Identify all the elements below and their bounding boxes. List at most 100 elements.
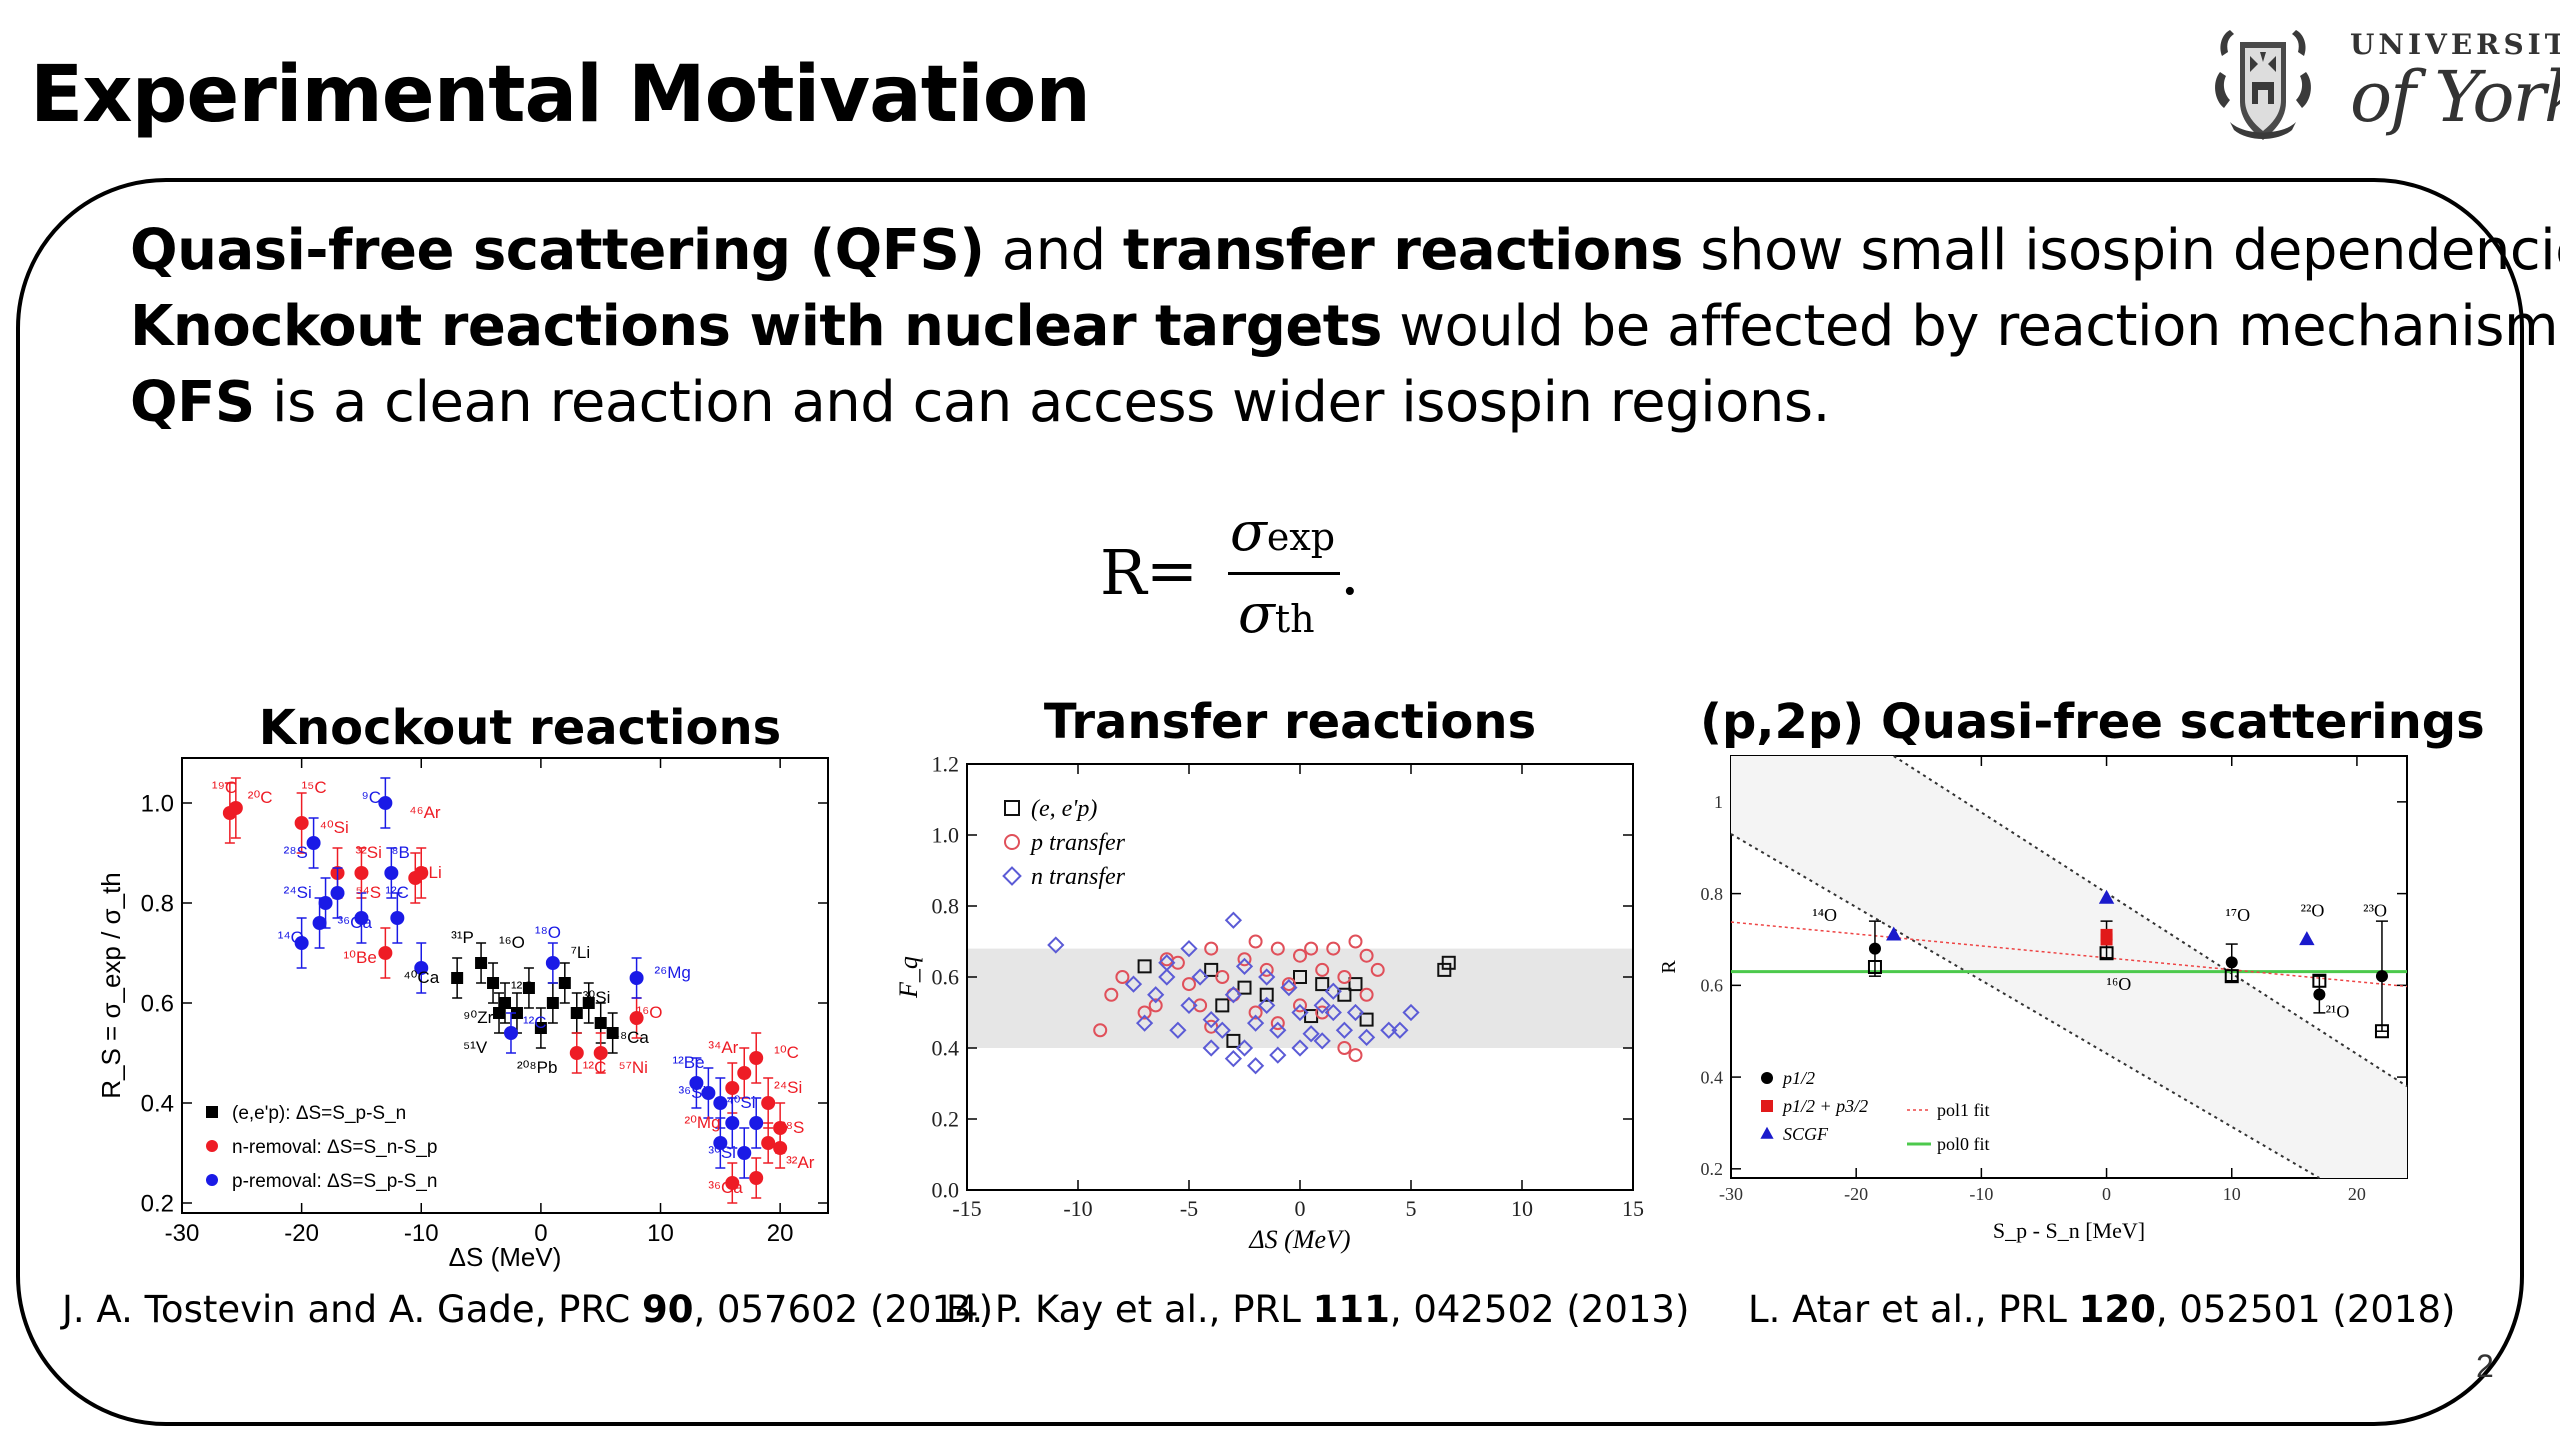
data-point — [1337, 987, 1352, 1002]
bullet-bold-text: Knockout reactions with nuclear targets — [130, 294, 1382, 359]
data-point — [1246, 1057, 1265, 1075]
data-point — [1248, 1005, 1263, 1020]
data-point — [1359, 948, 1374, 963]
data-point — [545, 956, 560, 970]
nucleus-label: ⁷Li — [571, 943, 590, 962]
x-tick-label: 0 — [534, 1220, 547, 1247]
pol1-fit-line — [1730, 921, 2408, 988]
nucleus-label: ¹⁵C — [302, 778, 327, 797]
data-point — [1237, 952, 1252, 967]
data-point — [2313, 988, 2326, 1001]
x-tick-label: -30 — [165, 1220, 200, 1247]
qfs-reference: L. Atar et al., PRL 120, 052501 (2018) — [1748, 1288, 2456, 1331]
data-point — [1315, 962, 1330, 977]
data-point — [1237, 980, 1252, 995]
nucleus-label: ⁴⁰Si — [726, 1093, 755, 1112]
nucleus-label: ⁹⁰Zr — [463, 1008, 493, 1027]
data-point — [1147, 986, 1165, 1004]
data-point — [558, 977, 571, 989]
data-point — [1246, 1014, 1265, 1032]
bullet-text: show small isospin dependencies. — [1682, 218, 2560, 283]
data-point — [384, 866, 399, 880]
data-point — [1158, 954, 1176, 972]
data-point — [1302, 1025, 1320, 1043]
bullet-bold-text: transfer reactions — [1122, 218, 1684, 283]
equation-equals: = — [1146, 534, 1198, 607]
y-axis-label: R_S = σ_exp / σ_th — [96, 872, 126, 1099]
equation-period: . — [1340, 536, 1360, 609]
data-point — [629, 1011, 644, 1025]
y-tick-label: 1.0 — [932, 823, 960, 848]
data-point — [1324, 982, 1342, 1000]
y-tick-label: 1 — [1714, 792, 1723, 812]
nucleus-label: ²³O — [2363, 901, 2387, 921]
legend-label: SCGF — [1783, 1124, 1829, 1144]
data-point — [312, 916, 327, 930]
legend-marker — [1761, 1072, 1773, 1084]
legend-marker — [1761, 1100, 1773, 1112]
data-point — [228, 801, 243, 815]
data-point — [1104, 987, 1119, 1002]
data-point — [1304, 941, 1319, 956]
band-edge-lower — [1730, 833, 2320, 1179]
confidence-band — [967, 948, 1633, 1048]
nucleus-label: ¹²C — [385, 883, 409, 902]
data-point — [1093, 1023, 1108, 1038]
nucleus-label: ⁹C — [361, 788, 381, 807]
bullet-text: and — [984, 218, 1123, 283]
y-tick-label: 0.8 — [141, 890, 174, 917]
x-tick-label: 0 — [2102, 1184, 2111, 1204]
bullet-bold-text: QFS — [130, 370, 255, 435]
slide-title: Experimental Motivation — [30, 50, 1091, 140]
data-point — [713, 1096, 728, 1110]
data-point — [749, 1051, 764, 1065]
nucleus-label: ²⁰⁸Pb — [517, 1058, 557, 1077]
data-point — [354, 866, 369, 880]
data-point — [1215, 998, 1230, 1013]
data-point — [629, 971, 644, 985]
logo-york-text: of York — [2350, 56, 2560, 138]
nucleus-label: ⁵⁷Ni — [619, 1058, 648, 1077]
data-point — [2299, 931, 2315, 946]
x-axis-label: ΔS (MeV) — [449, 1242, 562, 1272]
data-point — [414, 961, 429, 975]
nucleus-label: ¹⁸O — [535, 923, 561, 942]
nucleus-label: ¹⁶O — [637, 1003, 663, 1022]
nucleus-label: ¹⁹C — [212, 778, 237, 797]
knockout-panel-title: Knockout reactions — [258, 700, 782, 756]
legend-marker — [1004, 800, 1020, 816]
x-tick-label: -5 — [1180, 1196, 1198, 1221]
nucleus-label: ⁴⁶Ar — [409, 803, 441, 822]
nucleus-label: ⁴⁸Ca — [613, 1028, 650, 1047]
data-point — [378, 796, 393, 810]
data-point — [1291, 1003, 1309, 1022]
bullet-text: is a clean reaction and can access wider… — [254, 370, 1830, 435]
y-axis-label: R — [1658, 960, 1680, 974]
data-point — [713, 1136, 728, 1150]
data-point — [522, 982, 535, 994]
data-point — [725, 1116, 740, 1130]
data-point — [1313, 996, 1331, 1015]
data-point — [1337, 1041, 1352, 1055]
data-point — [390, 911, 405, 925]
logo-university-text: UNIVERSITY — [2350, 28, 2560, 61]
data-point — [1182, 977, 1196, 992]
data-point — [2098, 889, 2115, 904]
x-tick-label: 5 — [1406, 1196, 1417, 1221]
data-point — [725, 1176, 740, 1190]
data-point — [1137, 1005, 1152, 1020]
data-point — [1293, 948, 1307, 963]
nucleus-label: ¹²Be — [672, 1053, 704, 1072]
y-tick-label: 0.4 — [1701, 1067, 1724, 1087]
data-point — [1280, 979, 1298, 997]
data-point — [701, 1086, 716, 1100]
data-point — [1867, 960, 1882, 974]
data-point — [1158, 968, 1176, 986]
nucleus-label: ³⁰Si — [708, 1143, 736, 1162]
x-tick-label: 10 — [647, 1220, 674, 1247]
x-tick-label: -10 — [1969, 1184, 1993, 1204]
data-point — [378, 946, 393, 960]
knockout-reference: J. A. Tostevin and A. Gade, PRC 90, 0576… — [62, 1288, 994, 1331]
nucleus-label: ²⁸S — [284, 843, 308, 862]
data-point — [1115, 970, 1130, 984]
